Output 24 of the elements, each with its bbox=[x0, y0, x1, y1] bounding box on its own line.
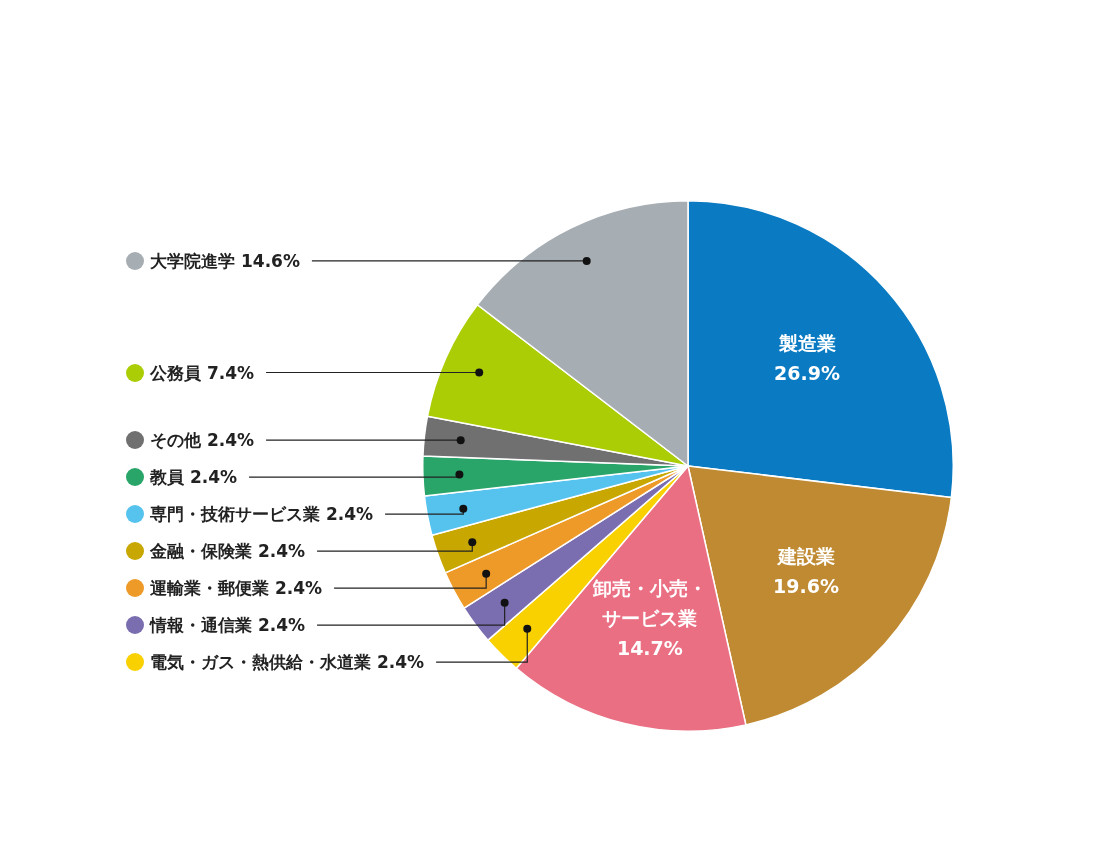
legend-label: その他 bbox=[150, 429, 201, 453]
data-label: 2.4% bbox=[258, 540, 306, 564]
slice-label: 製造業 bbox=[777, 332, 836, 355]
legend-label: 電気・ガス・熱供給・水道業 bbox=[150, 651, 371, 675]
data-label: 19.6% bbox=[773, 574, 840, 597]
data-label: 2.4% bbox=[326, 503, 374, 527]
data-label: 2.4% bbox=[207, 429, 255, 453]
legend-label: 金融・保険業 bbox=[150, 540, 252, 564]
data-label: 26.9% bbox=[774, 362, 841, 385]
legend-label: 公務員 bbox=[150, 361, 201, 385]
legend-label: 大学院進学 bbox=[150, 249, 235, 273]
data-label: 7.4% bbox=[207, 361, 255, 385]
legend-label: 専門・技術サービス業 bbox=[150, 503, 320, 527]
legend-label: 教員 bbox=[150, 466, 184, 490]
data-label: 2.4% bbox=[275, 577, 323, 601]
legend-label: 運輸業・郵便業 bbox=[150, 577, 269, 601]
data-label: 2.4% bbox=[377, 651, 425, 675]
data-label: 2.4% bbox=[190, 466, 238, 490]
legend-label: 情報・通信業 bbox=[150, 614, 252, 638]
slice-label: 建設業 bbox=[775, 544, 835, 567]
data-label: 14.6% bbox=[241, 249, 300, 273]
data-label: 2.4% bbox=[258, 614, 306, 638]
data-label: 14.7% bbox=[616, 637, 683, 660]
slice-label: 卸売・小売・サービス業 bbox=[591, 577, 707, 630]
